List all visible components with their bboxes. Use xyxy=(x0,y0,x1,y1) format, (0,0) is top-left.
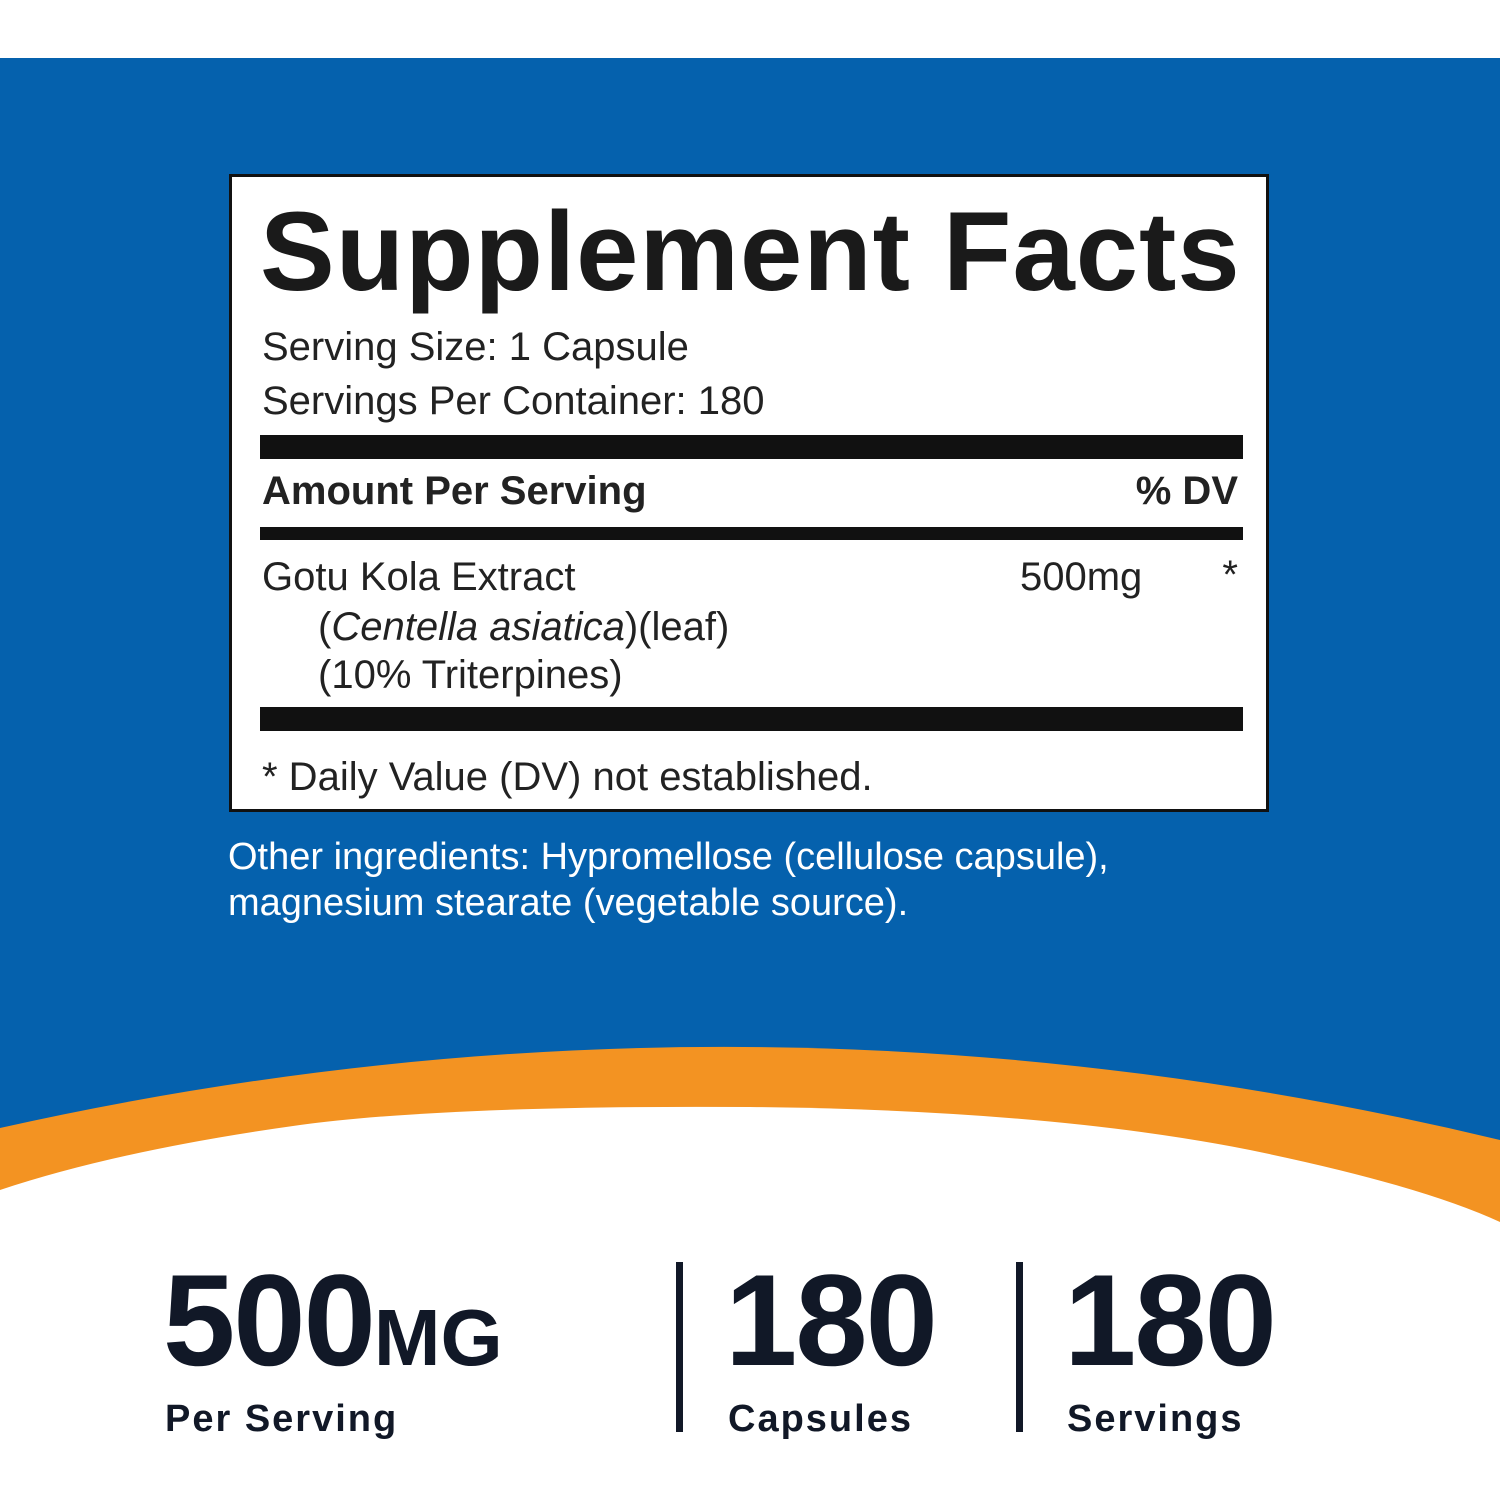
highlight-dose: 500MG xyxy=(163,1245,503,1395)
dose-value: 500 xyxy=(163,1247,376,1393)
plant-part: )(leaf) xyxy=(624,605,730,649)
ingredient-standardization: (10% Triterpines) xyxy=(318,653,623,697)
latin-name: Centella asiatica xyxy=(331,605,625,649)
serving-size: Serving Size: 1 Capsule xyxy=(262,325,689,369)
white-base xyxy=(0,1106,1500,1500)
capsules-label: Capsules xyxy=(728,1398,913,1440)
footnote: * Daily Value (DV) not established. xyxy=(262,755,873,799)
paren: ( xyxy=(318,605,332,649)
supplement-facts-panel: Supplement Facts Serving Size: 1 Capsule… xyxy=(229,174,1269,812)
facts-title: Supplement Facts xyxy=(260,189,1241,314)
separator xyxy=(676,1262,683,1432)
ingredient-latin: (Centella asiatica)(leaf) xyxy=(318,605,729,650)
dv-header: % DV xyxy=(1135,469,1238,513)
medium-divider xyxy=(260,527,1243,540)
separator xyxy=(1016,1262,1023,1432)
thick-divider-bottom xyxy=(260,707,1243,731)
ingredient-dv: * xyxy=(1222,553,1238,597)
amount-header: Amount Per Serving xyxy=(262,469,647,513)
dose-unit: MG xyxy=(373,1293,503,1382)
servings-label: Servings xyxy=(1067,1398,1244,1440)
ingredient-amount: 500mg xyxy=(1020,555,1143,599)
thick-divider xyxy=(260,435,1243,459)
servings-per-container: Servings Per Container: 180 xyxy=(262,379,765,423)
ingredient-name: Gotu Kola Extract xyxy=(262,555,576,599)
servings-value: 180 xyxy=(1064,1247,1277,1393)
dose-label: Per Serving xyxy=(165,1398,399,1440)
capsules-value: 180 xyxy=(725,1247,938,1393)
other-ingredients: Other ingredients: Hypromellose (cellulo… xyxy=(228,836,1109,924)
